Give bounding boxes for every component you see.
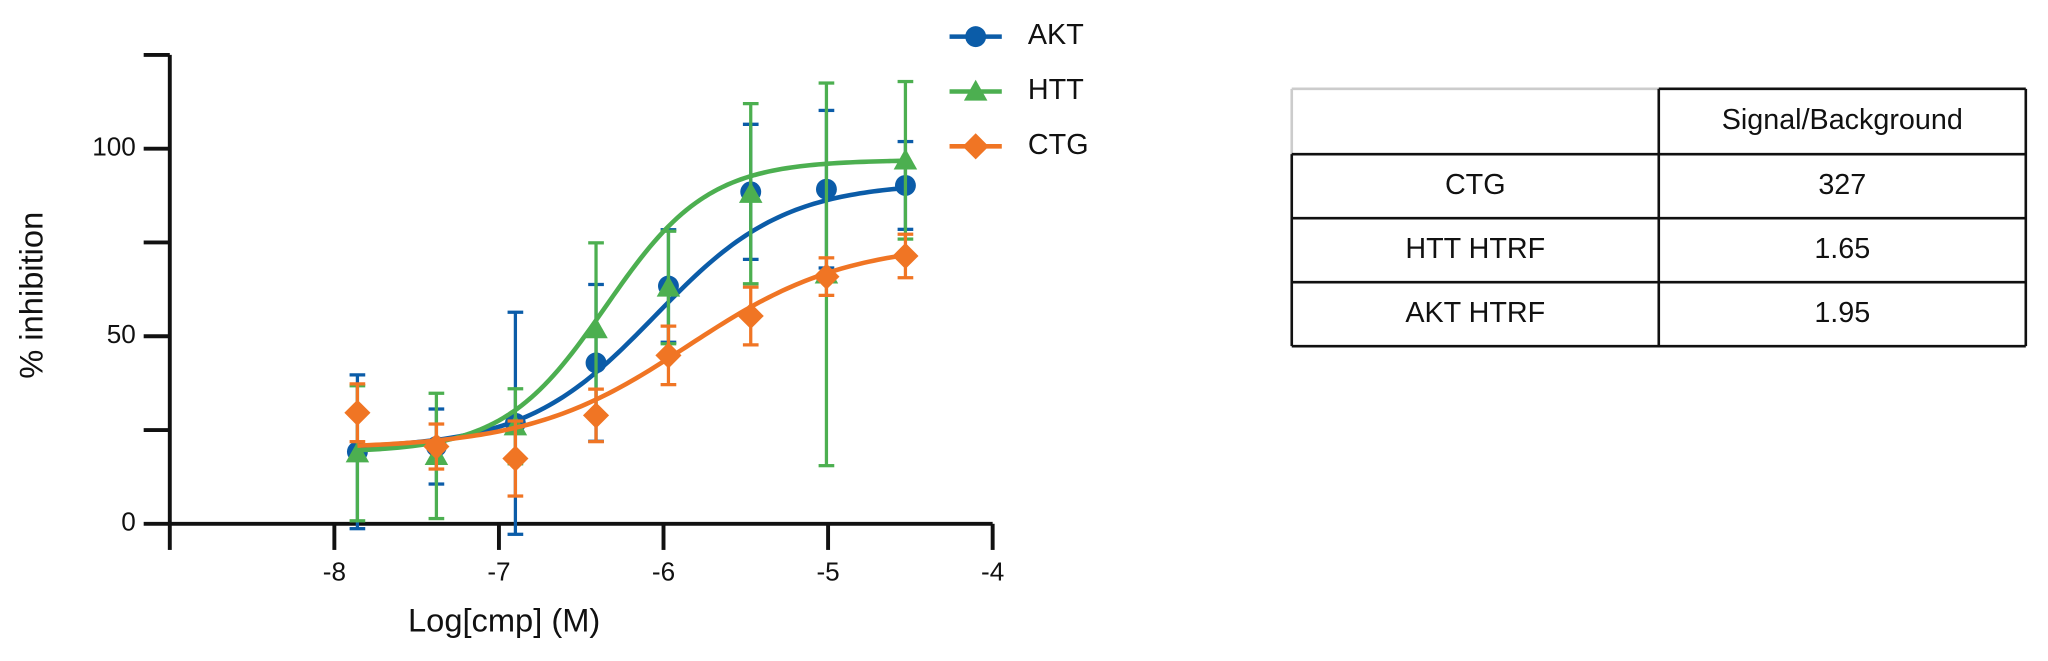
data-point bbox=[656, 275, 681, 297]
y-tick-label: 0 bbox=[121, 507, 136, 537]
x-axis-label: Log[cmp] (M) bbox=[408, 602, 600, 639]
fit-curve bbox=[357, 185, 906, 449]
table-header: Signal/Background bbox=[1722, 104, 1963, 136]
data-point bbox=[423, 433, 450, 460]
x-tick-label: -5 bbox=[816, 556, 839, 586]
y-axis-label: % inhibition bbox=[13, 212, 50, 379]
data-point bbox=[345, 441, 370, 463]
table-cell: AKT HTRF bbox=[1405, 297, 1545, 329]
table-cell: CTG bbox=[1445, 169, 1506, 201]
x-tick-label: -6 bbox=[652, 556, 675, 586]
table-cell: HTT HTRF bbox=[1405, 233, 1545, 265]
data-point bbox=[737, 302, 764, 330]
table-cell: 327 bbox=[1818, 169, 1866, 201]
table-cell: 1.65 bbox=[1814, 233, 1870, 265]
data-point bbox=[584, 317, 608, 339]
x-tick-label: -7 bbox=[487, 556, 510, 586]
legend-label: AKT bbox=[1028, 19, 1084, 51]
x-tick-label: -4 bbox=[981, 556, 1004, 586]
y-tick-label: 50 bbox=[107, 319, 136, 349]
legend-marker bbox=[965, 26, 987, 48]
data-point bbox=[502, 445, 529, 472]
fit-curve bbox=[357, 158, 906, 453]
data-point bbox=[655, 342, 682, 369]
legend-marker bbox=[962, 133, 989, 160]
legend-label: HTT bbox=[1028, 74, 1084, 106]
legend-marker bbox=[963, 79, 988, 101]
data-point bbox=[344, 399, 371, 426]
table-cell: 1.95 bbox=[1814, 297, 1870, 329]
data-point bbox=[582, 402, 610, 429]
legend-label: CTG bbox=[1028, 129, 1089, 161]
data-point bbox=[813, 263, 840, 290]
data-point bbox=[893, 148, 918, 170]
x-tick-label: -8 bbox=[323, 556, 346, 586]
data-point bbox=[892, 242, 919, 270]
fit-curve bbox=[357, 252, 906, 448]
y-tick-label: 100 bbox=[92, 132, 136, 162]
data-point bbox=[738, 181, 763, 203]
